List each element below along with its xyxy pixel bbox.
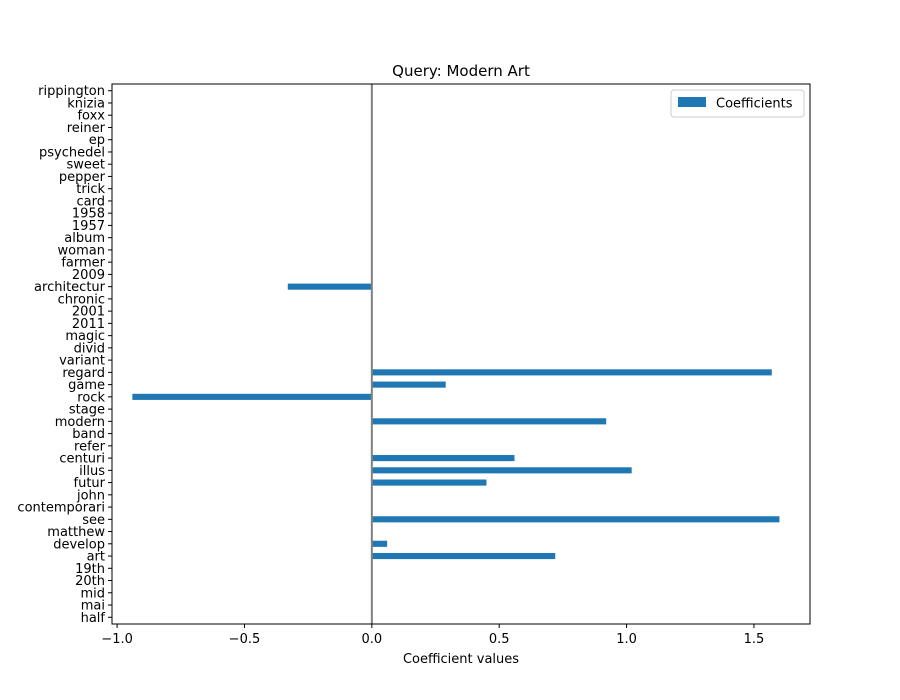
x-tick-label: 0.5 [489,632,510,647]
y-tick-label: woman [58,243,105,258]
x-tick-label: 1.0 [616,632,637,647]
y-tick-label: 20th [75,574,105,589]
y-tick-label: refer [74,439,106,454]
y-tick-label: see [82,513,105,528]
y-tick-label: stage [69,403,105,418]
y-tick-label: pepper [59,170,106,185]
y-tick-label: architectur [34,280,106,295]
y-tick-label: 1957 [72,219,105,234]
y-tick-label: knizia [67,96,105,111]
chart-title: Query: Modern Art [392,62,530,80]
y-tick-label: foxx [77,109,105,124]
bar-centuri [371,455,515,462]
y-tick-label: mai [81,599,105,614]
y-tick-label: futur [74,476,106,491]
x-axis: −1.0 −0.5 0.0 0.5 1.0 1.5 [101,624,764,647]
legend-label: Coefficients [716,97,793,112]
y-tick-label: modern [55,415,105,430]
bar-rock [132,393,372,400]
y-tick-label: centuri [59,452,105,467]
bar-futur [371,479,487,486]
x-tick-label: 1.5 [744,632,765,647]
legend-swatch [678,97,706,107]
y-tick-label: contemporari [17,501,105,516]
y-tick-label: game [68,378,105,393]
bar-game [371,381,446,388]
y-tick-label: variant [59,354,105,369]
bar-art [371,552,556,560]
y-tick-label: art [87,550,105,565]
legend: Coefficients [670,89,805,118]
x-axis-label: Coefficient values [403,652,519,667]
bar-see [371,516,780,523]
y-tick-label: illus [79,464,105,479]
y-tick-label: half [81,611,106,626]
y-tick-label: reiner [67,121,106,136]
x-tick-label: −1.0 [101,632,133,647]
y-tick-label: ep [89,133,105,148]
y-tick-label: magic [65,329,105,344]
y-tick-label: 1958 [72,207,105,222]
y-tick-label: psychedel [39,145,105,160]
y-tick-label: 2001 [72,305,105,320]
plot-frame [111,83,811,625]
legend-box [670,89,805,118]
y-tick-label: rock [77,390,105,405]
y-tick-label: 2009 [72,268,105,283]
y-tick-label: rippington [38,84,105,99]
y-axis: halfmaimid20th19thartdevelopmatthewseeco… [17,84,112,626]
y-tick-label: 2011 [72,317,105,332]
x-tick-label: −0.5 [229,632,261,647]
y-tick-label: develop [53,537,105,552]
bar-develop [371,540,388,547]
bar-regard [371,369,772,376]
bar-illus [371,467,632,474]
y-tick-label: chronic [58,292,105,307]
y-tick-label: album [64,231,105,246]
y-tick-label: sweet [67,158,106,173]
bar-modern [371,418,607,425]
y-tick-label: band [72,427,105,442]
y-tick-label: regard [62,366,105,381]
y-tick-label: farmer [61,256,105,271]
x-tick-label: 0.0 [361,632,382,647]
y-tick-label: mid [80,586,105,601]
y-tick-label: card [77,194,105,209]
bar-architectur [287,283,372,290]
bars-group [132,283,780,560]
y-tick-label: matthew [47,525,105,540]
y-tick-label: john [76,488,105,503]
y-tick-label: trick [76,182,105,197]
y-tick-label: 19th [75,562,105,577]
y-tick-label: divid [74,341,105,356]
